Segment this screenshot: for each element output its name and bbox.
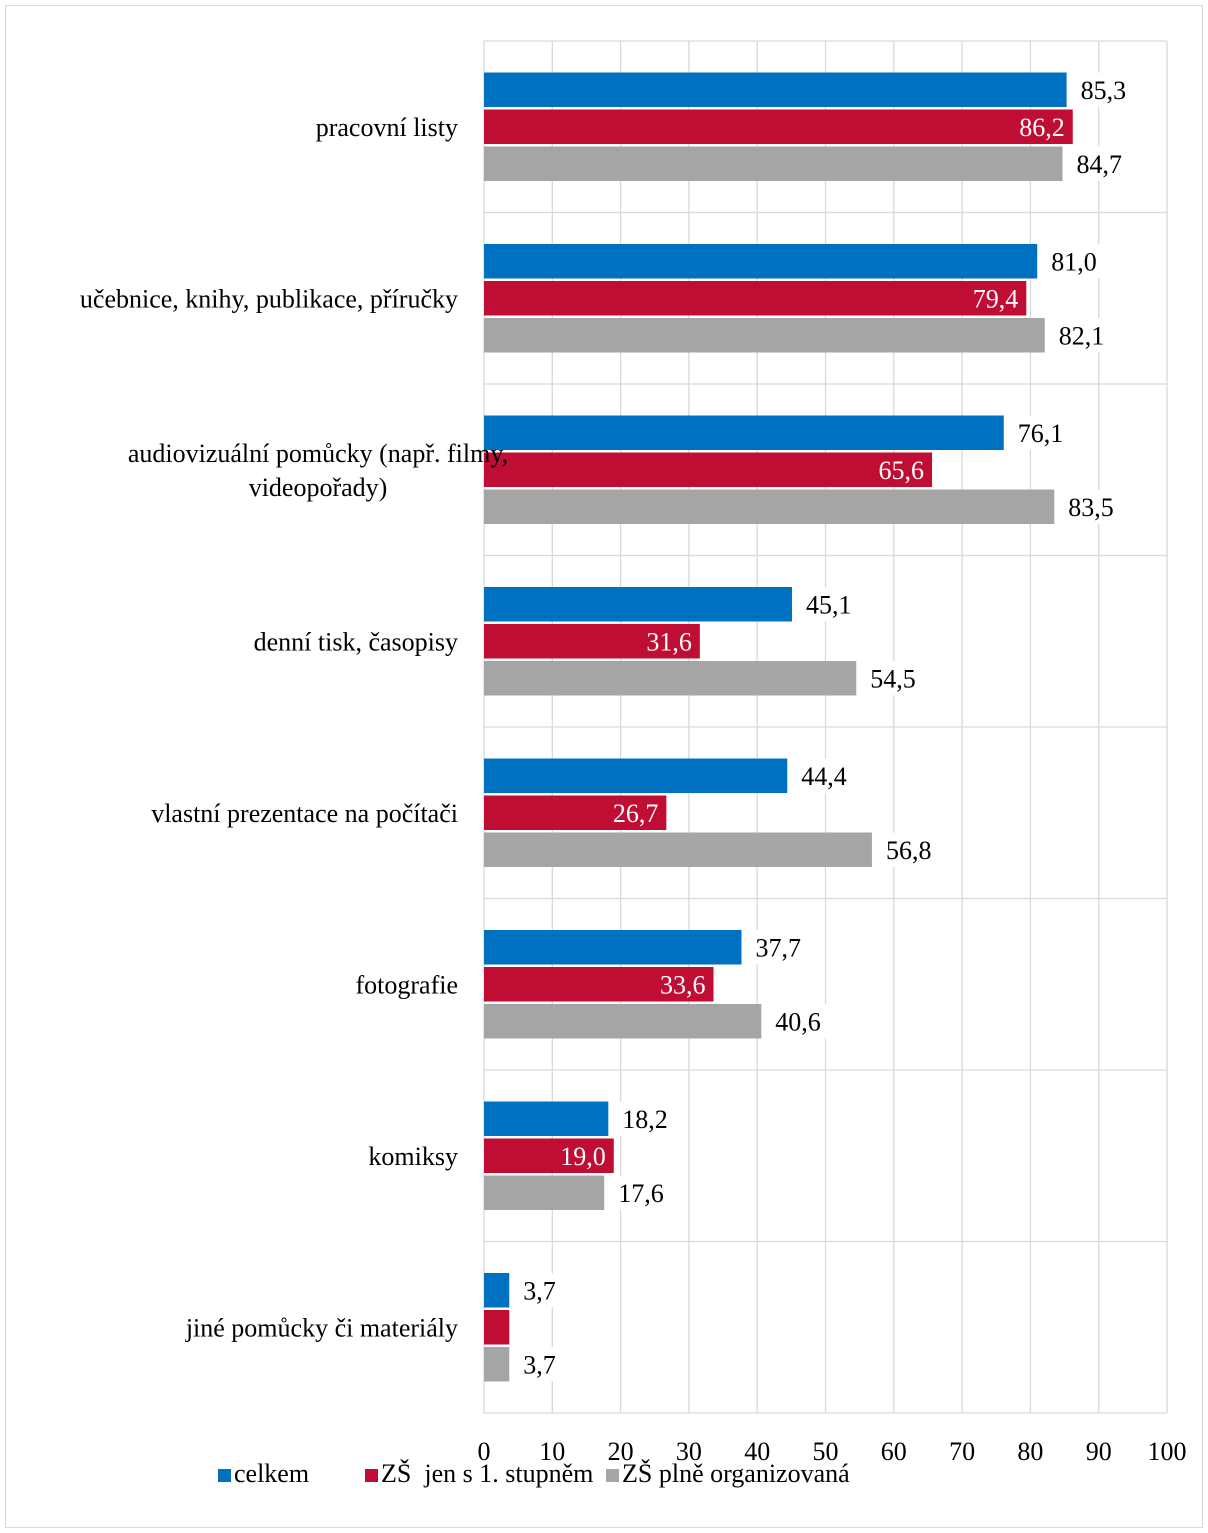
category-label: denní tisk, časopisy (254, 627, 458, 656)
bar-3 (484, 489, 1055, 524)
legend-label: celkem (234, 1459, 309, 1488)
bar-1 (484, 1273, 510, 1308)
data-label-bg (1062, 489, 1127, 524)
bar-2 (484, 795, 667, 830)
data-label-bg (1052, 318, 1117, 353)
data-label: 65,6 (879, 456, 925, 485)
x-tick-label: 20 (608, 1437, 634, 1466)
data-label-bg (795, 758, 860, 793)
data-label-bg (769, 1004, 834, 1039)
x-tick-label: 30 (676, 1437, 702, 1466)
data-label: 82,1 (1059, 321, 1105, 350)
x-tick-label: 80 (1017, 1437, 1043, 1466)
bar-3 (484, 146, 1063, 181)
x-tick-label: 50 (813, 1437, 839, 1466)
category-label: komiksy (368, 1142, 458, 1171)
category-labels: pracovní listy učebnice, knihy, publikace… (80, 113, 508, 1343)
bar-1 (484, 72, 1067, 107)
data-label-bg (612, 1175, 677, 1210)
bar-3 (484, 318, 1045, 353)
data-label: 86,2 (1019, 113, 1065, 142)
legend: celkem ZŠ jen s 1. stupněm ZŠ plně organiz… (218, 1459, 850, 1488)
bar-1 (484, 587, 793, 622)
bar-2 (484, 1138, 614, 1173)
data-label-bg (1011, 415, 1076, 450)
bar-2 (484, 452, 933, 487)
bar-1 (484, 1101, 609, 1136)
legend-swatch (365, 1469, 378, 1482)
data-label: 54,5 (870, 664, 916, 693)
data-label: 79,4 (973, 284, 1019, 313)
data-label: 76,1 (1018, 419, 1063, 448)
data-label: 44,4 (801, 762, 847, 791)
data-label: 56,8 (886, 836, 932, 865)
data-label: 85,3 (1081, 76, 1127, 105)
data-labels: 85,3 81,0 76,1 45,1 44,4 37,7 18,2 3,7 86,2 79,4 6… (517, 72, 1139, 1382)
data-label-bg (517, 1347, 582, 1382)
bar-2 (484, 281, 1027, 316)
bar-3 (484, 832, 872, 867)
data-label: 40,6 (775, 1007, 821, 1036)
data-label-bg (864, 661, 929, 696)
x-tick-label: 0 (478, 1437, 491, 1466)
x-tick-label: 100 (1148, 1437, 1187, 1466)
x-tick-label: 90 (1086, 1437, 1112, 1466)
category-label: audiovizuální pomůcky (např. filmy, (128, 439, 508, 468)
legend-label: ZŠ plně organizovaná (622, 1459, 850, 1488)
bars (484, 72, 1073, 1382)
bar-3 (484, 1004, 762, 1039)
x-tick-label: 40 (744, 1437, 770, 1466)
data-label: 33,6 (660, 970, 706, 999)
bar-3 (484, 1347, 510, 1382)
bar-2 (484, 624, 700, 659)
data-label: 81,0 (1051, 247, 1097, 276)
x-tick-label: 60 (881, 1437, 907, 1466)
x-axis-ticks: 0 10 20 30 40 50 60 70 80 90 100 (478, 1437, 1187, 1466)
bar-1 (484, 244, 1038, 279)
data-label: 17,6 (618, 1179, 664, 1208)
bar-1 (484, 758, 788, 793)
category-label: jiné pomůcky či materiály (185, 1313, 458, 1342)
chart-frame: 85,3 81,0 76,1 45,1 44,4 37,7 18,2 3,7 86,2 79,4 6… (5, 5, 1203, 1528)
bar-3 (484, 661, 857, 696)
data-label-bg (749, 930, 814, 965)
data-label: 83,5 (1068, 493, 1114, 522)
legend-label: ZŠ jen s 1. stupněm (381, 1459, 593, 1488)
category-label: fotografie (355, 970, 458, 999)
data-label: 37,7 (755, 933, 801, 962)
bar-1 (484, 415, 1004, 450)
bar-2 (484, 1310, 510, 1345)
data-label-bg (517, 1273, 582, 1308)
data-label-bg (879, 832, 944, 867)
bar-chart: 85,3 81,0 76,1 45,1 44,4 37,7 18,2 3,7 86,2 79,4 6… (80, 40, 1187, 1488)
bar-2 (484, 109, 1073, 144)
data-label-bg (1045, 244, 1110, 279)
data-label-bg (1070, 146, 1135, 181)
data-label: 45,1 (806, 590, 852, 619)
data-label-bg (616, 1101, 681, 1136)
data-label: 31,6 (646, 627, 692, 656)
category-label: učebnice, knihy, publikace, příručky (80, 284, 458, 313)
category-label: vlastní prezentace na počítači (151, 799, 458, 828)
data-label-bg (800, 587, 865, 622)
bar-3 (484, 1175, 605, 1210)
x-tick-label: 10 (539, 1437, 565, 1466)
bar-1 (484, 930, 742, 965)
data-label: 3,7 (523, 1350, 556, 1379)
legend-swatch (606, 1469, 619, 1482)
data-label-bg (1074, 72, 1139, 107)
data-label: 19,0 (560, 1142, 606, 1171)
legend-swatch (218, 1469, 231, 1482)
data-label: 26,7 (613, 799, 659, 828)
category-label: pracovní listy (316, 113, 458, 142)
bar-2 (484, 967, 714, 1002)
data-label: 84,7 (1077, 150, 1123, 179)
data-label: 3,7 (523, 1276, 556, 1305)
data-label: 18,2 (622, 1105, 668, 1134)
x-tick-label: 70 (949, 1437, 975, 1466)
category-label: videopořady) (249, 473, 388, 502)
